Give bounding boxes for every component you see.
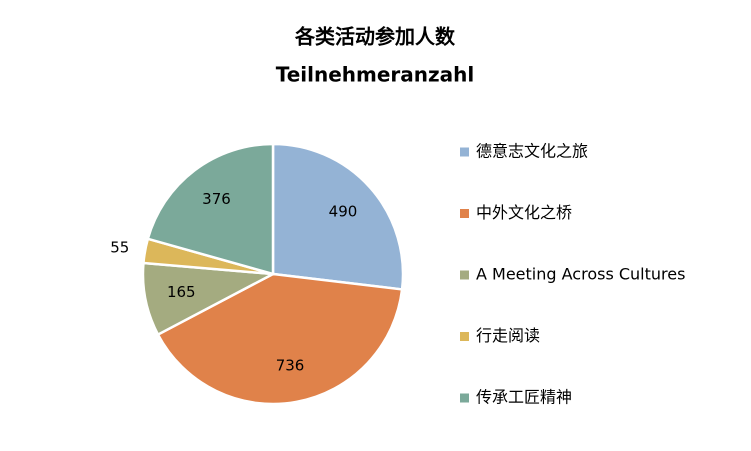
legend-swatch <box>460 393 469 403</box>
pie-slice <box>156 272 404 406</box>
legend-swatch <box>460 270 469 280</box>
chart-title: 各类活动参加人数 <box>294 25 456 49</box>
legend-label: 行走阅读 <box>476 326 540 345</box>
data-label: 376 <box>202 190 231 208</box>
legend-swatch <box>460 332 469 341</box>
legend-label: 传承工匠精神 <box>476 388 572 407</box>
data-label: 165 <box>167 283 196 301</box>
data-label: 736 <box>276 357 305 375</box>
pie-slice <box>271 142 405 291</box>
legend-swatch <box>460 209 469 218</box>
pie-slice <box>146 142 275 276</box>
legend-label: 德意志文化之旅 <box>476 142 588 161</box>
data-label: 55 <box>110 238 129 256</box>
legend-label: 中外文化之桥 <box>476 203 572 222</box>
legend-swatch <box>460 147 469 157</box>
legend-label: A Meeting Across Cultures <box>476 265 685 284</box>
chart-subtitle: Teilnehmeranzahl <box>276 63 475 87</box>
data-label: 490 <box>329 202 358 220</box>
